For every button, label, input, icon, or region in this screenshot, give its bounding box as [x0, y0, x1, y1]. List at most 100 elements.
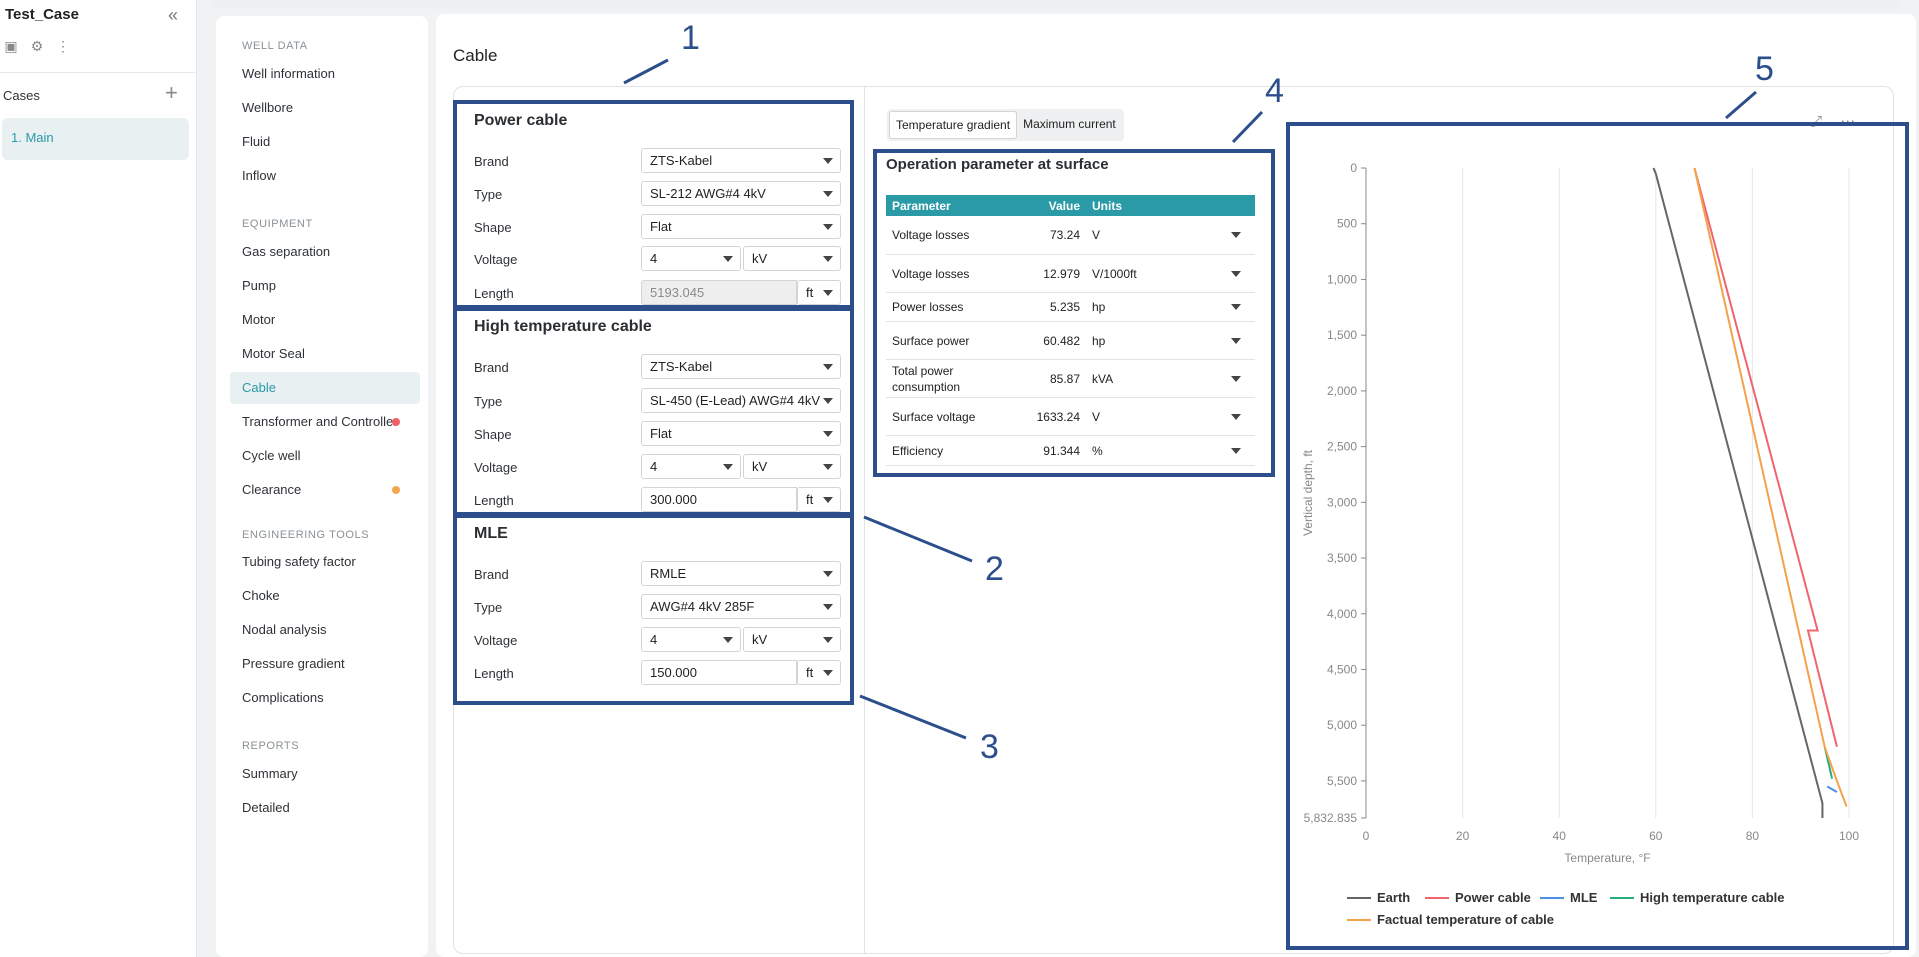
select-value: ft	[806, 285, 814, 300]
nav-item-gas-separation[interactable]: Gas separation	[242, 244, 331, 259]
unit-dropdown[interactable]	[1200, 269, 1255, 279]
ht-cable-brand-select[interactable]: ZTS-Kabel	[641, 354, 841, 379]
row-param: Surface voltage	[892, 409, 976, 424]
mle-voltage-unit-select[interactable]: kV	[743, 627, 841, 652]
power-cable-type-select[interactable]: SL-212 AWG#4 4kV	[641, 181, 841, 206]
nav-item-fluid[interactable]: Fluid	[242, 134, 271, 149]
select-value: kV	[752, 251, 768, 266]
more-vertical-icon[interactable]: ⋮	[56, 38, 70, 54]
nav-item-motor[interactable]: Motor	[242, 312, 276, 327]
select-value: kV	[752, 459, 768, 474]
select-value: ZTS-Kabel	[650, 359, 713, 374]
type-label: Type	[474, 600, 503, 615]
select-value: Flat	[650, 426, 672, 441]
type-label: Type	[474, 187, 503, 202]
unit-dropdown[interactable]	[1200, 412, 1255, 422]
nav-item-nodal-analysis[interactable]: Nodal analysis	[242, 622, 327, 637]
mle-voltage-select[interactable]: 4	[641, 627, 741, 652]
nav-item-cycle-well[interactable]: Cycle well	[242, 448, 301, 463]
mle-title: MLE	[474, 525, 508, 542]
nav-item-complications[interactable]: Complications	[242, 690, 324, 705]
mle-length-unit-select[interactable]: ft	[797, 660, 841, 685]
chevron-down-icon	[823, 290, 833, 296]
double-chevron-left-icon[interactable]: «	[168, 5, 179, 25]
mle-length-input[interactable]: 150.000	[641, 660, 797, 685]
ht-cable-type-select[interactable]: SL-450 (E-Lead) AWG#4 4kV	[641, 388, 841, 413]
row-param: Power losses	[892, 300, 964, 314]
add-case-icon[interactable]: +	[165, 80, 178, 105]
voltage-label: Voltage	[474, 460, 518, 475]
nav-item-motor-seal[interactable]: Motor Seal	[242, 346, 305, 361]
tab-maximum-current[interactable]: Maximum current	[1023, 117, 1116, 131]
chevron-down-icon	[723, 464, 733, 470]
select-value: ZTS-Kabel	[650, 153, 713, 168]
row-unit: kVA	[1092, 371, 1114, 386]
nav-item-pressure-gradient[interactable]: Pressure gradient	[242, 656, 345, 671]
nav-item-transformer[interactable]: Transformer and Controller	[230, 406, 420, 438]
nav-item-well-information[interactable]: Well information	[242, 66, 335, 81]
select-value: Flat	[650, 219, 672, 234]
unit-dropdown[interactable]	[1200, 302, 1255, 312]
select-value: SL-212 AWG#4 4kV	[650, 186, 766, 201]
power-cable-brand-select[interactable]: ZTS-Kabel	[641, 148, 841, 173]
chevron-down-icon	[823, 604, 833, 610]
mle-brand-select[interactable]: RMLE	[641, 561, 841, 586]
nav-item-detailed[interactable]: Detailed	[242, 800, 290, 815]
chevron-down-icon	[823, 571, 833, 577]
ht-cable-voltage-unit-select[interactable]: kV	[743, 454, 841, 479]
row-unit: %	[1092, 443, 1103, 458]
brand-label: Brand	[474, 360, 509, 375]
nav-item-cable[interactable]: Cable	[230, 372, 420, 404]
tab-temperature-gradient[interactable]: Temperature gradient	[889, 111, 1018, 139]
nav-item-wellbore[interactable]: Wellbore	[242, 100, 294, 115]
power-cable-voltage-unit-select[interactable]: kV	[743, 246, 841, 271]
chevron-down-icon	[823, 497, 833, 503]
nav-item-pump[interactable]: Pump	[242, 278, 276, 293]
nav-item-clearance[interactable]: Clearance	[230, 474, 420, 506]
table-row: Efficiency 91.344 %	[886, 436, 1255, 466]
nav-item-summary[interactable]: Summary	[242, 766, 298, 781]
power-cable-shape-select[interactable]: Flat	[641, 214, 841, 239]
unit-dropdown[interactable]	[1200, 230, 1255, 240]
chevron-down-icon	[823, 431, 833, 437]
table-row: Total power consumption 85.87 kVA	[886, 360, 1255, 398]
mle-type-select[interactable]: AWG#4 4kV 285F	[641, 594, 841, 619]
power-cable-voltage-select[interactable]: 4	[641, 246, 741, 271]
unit-dropdown[interactable]	[1200, 446, 1255, 456]
shape-label: Shape	[474, 220, 512, 235]
length-label: Length	[474, 286, 514, 301]
annotation-box-mle	[453, 514, 854, 705]
chevron-down-icon	[723, 256, 733, 262]
select-value: 4	[650, 251, 658, 266]
row-unit: V	[1092, 228, 1101, 242]
chevron-down-icon	[823, 158, 833, 164]
nav-item-choke[interactable]: Choke	[242, 588, 280, 603]
divider	[0, 72, 197, 73]
header-units: Units	[1092, 198, 1122, 213]
voltage-label: Voltage	[474, 633, 518, 648]
chevron-down-icon	[823, 224, 833, 230]
header-parameter: Parameter	[892, 198, 951, 213]
nav-item-tubing-safety-factor[interactable]: Tubing safety factor	[242, 554, 356, 569]
ht-cable-voltage-select[interactable]: 4	[641, 454, 741, 479]
row-value: 12.979	[1043, 266, 1080, 281]
power-cable-length-unit-select[interactable]: ft	[797, 280, 841, 305]
navigation-panel: WELL DATA Well information Wellbore Flui…	[216, 16, 428, 957]
ht-cable-shape-select[interactable]: Flat	[641, 421, 841, 446]
chevron-down-icon	[723, 637, 733, 643]
unit-dropdown[interactable]	[1200, 374, 1255, 384]
annotation-number: 2	[985, 550, 1004, 588]
row-value: 85.87	[1049, 371, 1080, 386]
unit-dropdown[interactable]	[1200, 336, 1255, 346]
row-unit: V/1000ft	[1092, 266, 1137, 281]
table-row: Power losses 5.235 hp	[886, 293, 1255, 322]
save-icon[interactable]: ▣	[4, 38, 18, 54]
chevron-down-icon	[1231, 447, 1241, 454]
nav-item-inflow[interactable]: Inflow	[242, 168, 276, 183]
case-item-main[interactable]: 1. Main	[2, 118, 189, 160]
voltage-label: Voltage	[474, 252, 518, 267]
row-param: Voltage losses	[892, 266, 970, 281]
ht-cable-length-unit-select[interactable]: ft	[797, 487, 841, 512]
ht-cable-length-input[interactable]: 300.000	[641, 487, 797, 512]
gear-icon[interactable]: ⚙	[30, 38, 44, 54]
